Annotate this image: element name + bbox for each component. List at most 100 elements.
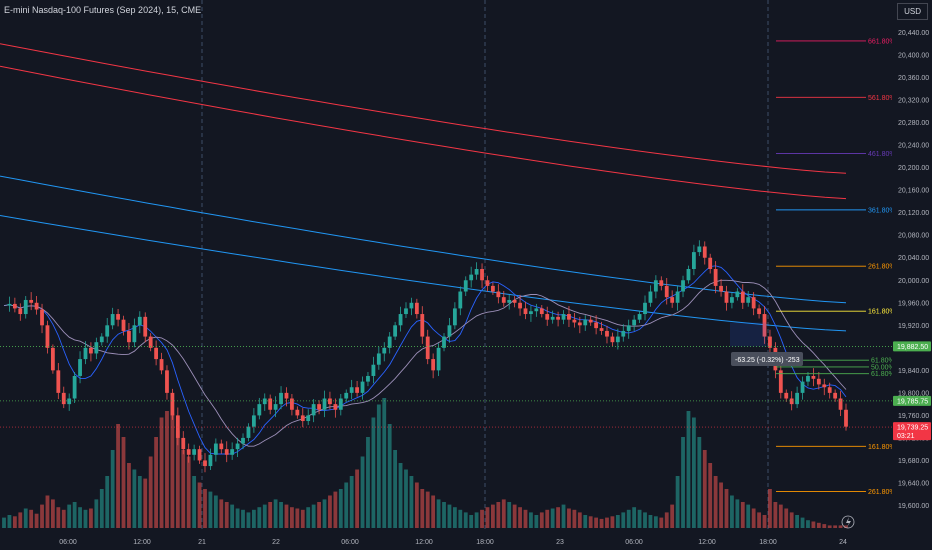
candle-body bbox=[208, 454, 213, 467]
candle-body bbox=[78, 359, 82, 376]
candle-body bbox=[556, 316, 560, 320]
volume-bar bbox=[458, 509, 463, 528]
volume-bar bbox=[110, 450, 115, 528]
volume-bar bbox=[632, 507, 637, 528]
volume-bar bbox=[653, 516, 658, 528]
volume-bar bbox=[556, 507, 560, 528]
volume-bar bbox=[643, 512, 647, 528]
volume-bar bbox=[659, 517, 664, 528]
volume-bar bbox=[273, 499, 278, 528]
candle-body bbox=[175, 415, 180, 438]
candle-body bbox=[730, 297, 734, 303]
short-moving-average-line bbox=[3, 265, 847, 455]
candle-body bbox=[398, 314, 403, 326]
volume-bar bbox=[290, 507, 294, 528]
candle-body bbox=[295, 409, 300, 416]
candle-body bbox=[496, 291, 501, 298]
price-tick-label: 20,400.00 bbox=[898, 53, 929, 60]
candle-body bbox=[56, 370, 61, 393]
volume-bar bbox=[610, 516, 615, 528]
candle-body bbox=[414, 302, 419, 315]
candle-body bbox=[328, 398, 332, 405]
volume-bar bbox=[251, 509, 256, 528]
volume-bar bbox=[230, 504, 235, 528]
candle-body bbox=[637, 314, 642, 320]
candle-body bbox=[268, 398, 273, 410]
volume-bar bbox=[670, 504, 675, 528]
volume-bar bbox=[844, 525, 848, 528]
price-tag bbox=[893, 422, 931, 441]
candle-body bbox=[664, 285, 669, 298]
volume-bar bbox=[626, 509, 631, 528]
volume-bar bbox=[420, 489, 425, 528]
candle-body bbox=[550, 316, 555, 320]
candle-body bbox=[594, 322, 599, 329]
price-tick-label: 19,840.00 bbox=[898, 368, 929, 375]
volume-bar bbox=[512, 504, 517, 528]
candle-body bbox=[154, 347, 159, 360]
volume-bar bbox=[594, 517, 599, 528]
lightning-icon bbox=[841, 515, 855, 529]
candle-body bbox=[159, 359, 164, 371]
candle-body bbox=[197, 449, 202, 461]
candle-body bbox=[740, 291, 745, 303]
volume-bar bbox=[192, 476, 197, 528]
volume-bar bbox=[56, 507, 61, 528]
volume-bar bbox=[404, 469, 408, 528]
volume-bar bbox=[789, 512, 794, 528]
candle-body bbox=[431, 359, 436, 371]
volume-bar bbox=[518, 507, 522, 528]
time-tick-label: 12:00 bbox=[415, 539, 433, 546]
volume-bar bbox=[154, 437, 159, 528]
volume-bar bbox=[311, 504, 316, 528]
fibonacci-levels: 661.80% 561.80% 461.80% 361.80% 261.80% 161.8… bbox=[776, 38, 896, 496]
candle-body bbox=[241, 437, 245, 444]
candle-body bbox=[800, 381, 805, 393]
volume-bar bbox=[181, 450, 186, 528]
volume-bar bbox=[148, 456, 153, 528]
volume-bar bbox=[686, 411, 691, 528]
volume-bar bbox=[452, 507, 457, 528]
time-tick-label: 18:00 bbox=[476, 539, 494, 546]
volume-bar bbox=[561, 504, 566, 528]
candle-body bbox=[621, 330, 626, 337]
candle-body bbox=[99, 336, 104, 343]
volume-bar bbox=[366, 437, 370, 528]
volume-bar bbox=[398, 463, 403, 528]
volume-bar bbox=[806, 520, 810, 528]
volume-bar bbox=[23, 508, 28, 528]
price-tag-text: 19,739.25 bbox=[897, 425, 928, 432]
candle-body bbox=[442, 336, 446, 348]
candle-body bbox=[844, 409, 848, 427]
candle-body bbox=[116, 314, 120, 320]
price-axis-bg bbox=[892, 0, 932, 550]
candle-body bbox=[610, 336, 615, 343]
volume-bar bbox=[501, 499, 506, 528]
volume-bar bbox=[431, 495, 436, 528]
volume-bar bbox=[382, 398, 387, 528]
price-tick-label: 20,000.00 bbox=[898, 278, 929, 285]
volume-bar bbox=[306, 507, 311, 528]
candle-body bbox=[632, 319, 637, 326]
candle-body bbox=[224, 449, 229, 455]
volume-bar bbox=[529, 512, 533, 528]
currency-label[interactable]: USD bbox=[897, 3, 928, 20]
volume-bar bbox=[827, 525, 832, 528]
candle-body bbox=[311, 404, 316, 416]
candle-body bbox=[469, 274, 474, 281]
candle-body bbox=[545, 314, 550, 320]
volume-bar bbox=[262, 504, 267, 528]
candle-body bbox=[827, 387, 832, 393]
candle-body bbox=[697, 246, 702, 253]
price-tick-label: 19,680.00 bbox=[898, 458, 929, 465]
candle-body bbox=[485, 280, 490, 286]
candle-body bbox=[491, 285, 495, 292]
volume-bar bbox=[393, 450, 398, 528]
price-tick-label: 19,640.00 bbox=[898, 480, 929, 487]
volume-bar bbox=[29, 509, 34, 528]
fib-level-label: 261.80% bbox=[868, 264, 896, 271]
price-axis: 20,440.00 20,400.00 20,360.00 20,320.00 20,2… bbox=[892, 0, 932, 550]
candle-body bbox=[121, 319, 126, 331]
candle-body bbox=[534, 308, 539, 312]
